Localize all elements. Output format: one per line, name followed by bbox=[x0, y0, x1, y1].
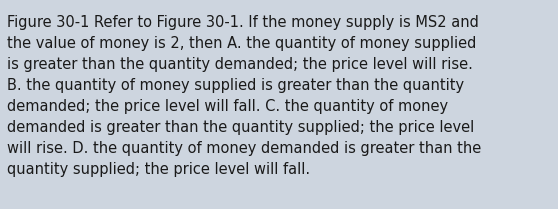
Text: Figure 30-1 Refer to Figure 30-1. If the money supply is MS2 and
the value of mo: Figure 30-1 Refer to Figure 30-1. If the… bbox=[7, 15, 482, 177]
